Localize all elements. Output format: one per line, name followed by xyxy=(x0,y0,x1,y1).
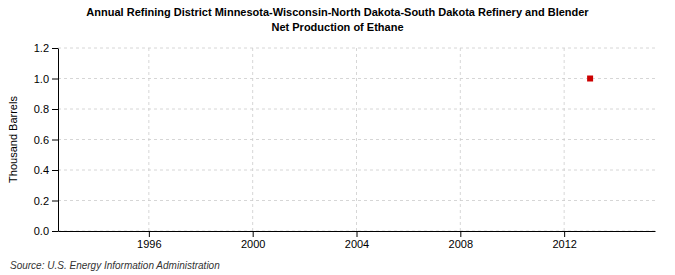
y-tick-mark xyxy=(52,231,58,232)
y-tick-label: 0.6 xyxy=(34,134,49,146)
grid-line-x xyxy=(356,48,357,231)
y-tick-label: 1.2 xyxy=(34,42,49,54)
x-tick: 1996 xyxy=(137,231,161,250)
x-tick-mark xyxy=(564,231,565,237)
grid-line-x xyxy=(460,48,461,231)
y-tick-label: 1.0 xyxy=(34,73,49,85)
y-tick-mark xyxy=(52,79,58,80)
y-tick-label: 0.8 xyxy=(34,103,49,115)
y-tick-label: 0.2 xyxy=(34,195,49,207)
y-tick-label: 0.0 xyxy=(34,225,49,237)
marks xyxy=(587,76,593,82)
x-tick-mark xyxy=(460,231,461,237)
y-tick: 0.2 xyxy=(34,195,58,207)
grid-line-x xyxy=(252,48,253,231)
x-tick: 2008 xyxy=(449,231,473,250)
data-point xyxy=(587,76,593,82)
title: Annual Refining District Minnesota-Wisco… xyxy=(86,6,589,18)
x-tick: 2012 xyxy=(552,231,576,250)
x-tick-label: 2012 xyxy=(552,238,576,250)
x-tick: 2004 xyxy=(345,231,369,250)
y-tick-mark xyxy=(52,109,58,110)
x-axis: 1996 2000 2004 2008 2012 xyxy=(59,231,656,250)
x-tick: 2000 xyxy=(241,231,265,250)
y-tick: 1.2 xyxy=(34,42,58,54)
source: Source: U.S. Energy Information Administ… xyxy=(10,260,220,271)
y-tick: 0.8 xyxy=(34,103,58,115)
subtitle: Net Production of Ethane xyxy=(272,21,404,33)
x-tick-mark xyxy=(253,231,254,237)
y-axis-label: Thousand Barrels xyxy=(7,96,19,183)
y-axis: 0.0 0.2 0.4 0.6 0.8 1.0 1.2 xyxy=(34,42,59,237)
y-tick-mark xyxy=(52,170,58,171)
y-tick: 1.0 xyxy=(34,73,58,85)
y-axis-line xyxy=(58,49,59,232)
y-tick: 0.0 xyxy=(34,225,58,237)
x-tick-mark xyxy=(149,231,150,237)
y-tick-mark xyxy=(52,140,58,141)
grid xyxy=(58,48,655,231)
chart: 1996 2000 2004 2008 2012 0.0 0.2 0.4 0.6 0.8 1.0 1.… xyxy=(0,0,675,275)
x-tick-mark xyxy=(357,231,358,237)
y-tick-mark xyxy=(52,48,58,49)
grid-line-x xyxy=(564,48,565,231)
x-tick-label: 2000 xyxy=(241,238,265,250)
grid-line-x xyxy=(148,48,149,231)
plot-area: 1996 2000 2004 2008 2012 0.0 0.2 0.4 0.6 0.8 1.0 1.… xyxy=(34,42,656,250)
y-tick-label: 0.4 xyxy=(34,164,49,176)
x-tick-label: 2004 xyxy=(345,238,369,250)
y-tick: 0.6 xyxy=(34,134,58,146)
y-tick-mark xyxy=(52,201,58,202)
x-tick-label: 1996 xyxy=(137,238,161,250)
x-tick-label: 2008 xyxy=(449,238,473,250)
y-tick: 0.4 xyxy=(34,164,58,176)
